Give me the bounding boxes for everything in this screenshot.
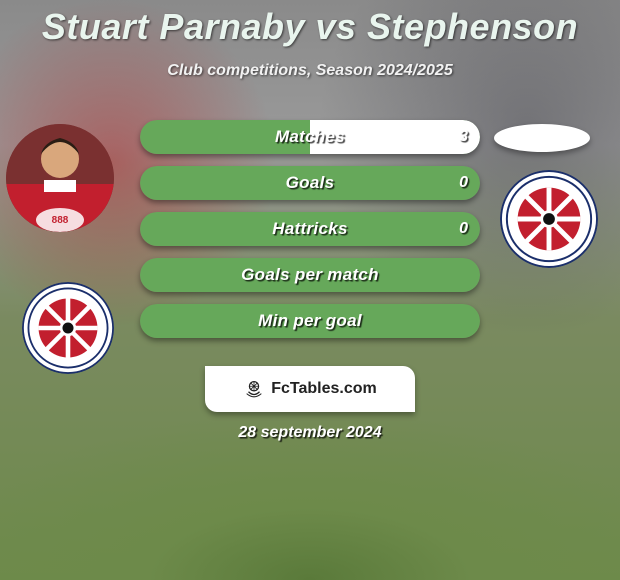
stat-row: Goals 0 bbox=[140, 166, 480, 200]
date-label: 28 september 2024 bbox=[0, 424, 620, 442]
stat-row: Matches 3 bbox=[140, 120, 480, 154]
stat-label: Goals per match bbox=[140, 258, 480, 292]
subtitle: Club competitions, Season 2024/2025 bbox=[0, 62, 620, 80]
stat-value-right bbox=[436, 258, 476, 292]
stat-label: Hattricks bbox=[140, 212, 480, 246]
stat-row: Min per goal bbox=[140, 304, 480, 338]
stat-value-right bbox=[436, 304, 476, 338]
stat-row: Hattricks 0 bbox=[140, 212, 480, 246]
wheel-badge-icon bbox=[500, 170, 598, 268]
stats-container: Matches 3 Goals 0 Hattricks 0 Goals per … bbox=[140, 120, 480, 350]
fctables-logo-icon bbox=[243, 378, 265, 400]
club-badge-right bbox=[500, 170, 598, 268]
page-title: Stuart Parnaby vs Stephenson bbox=[0, 6, 620, 48]
player-left-avatar: 888 bbox=[6, 124, 114, 232]
stat-label: Min per goal bbox=[140, 304, 480, 338]
stat-label: Goals bbox=[140, 166, 480, 200]
stat-label: Matches bbox=[140, 120, 480, 154]
wheel-badge-icon bbox=[22, 282, 114, 374]
stat-value-right: 3 bbox=[436, 120, 476, 154]
player-left-portrait-icon: 888 bbox=[6, 124, 114, 232]
player-right-placeholder bbox=[494, 124, 590, 152]
fctables-badge: FcTables.com bbox=[205, 366, 415, 412]
club-badge-left bbox=[22, 282, 114, 374]
stat-value-right: 0 bbox=[436, 166, 476, 200]
stat-row: Goals per match bbox=[140, 258, 480, 292]
stat-value-right: 0 bbox=[436, 212, 476, 246]
fctables-label: FcTables.com bbox=[271, 380, 377, 398]
svg-text:888: 888 bbox=[52, 215, 69, 226]
